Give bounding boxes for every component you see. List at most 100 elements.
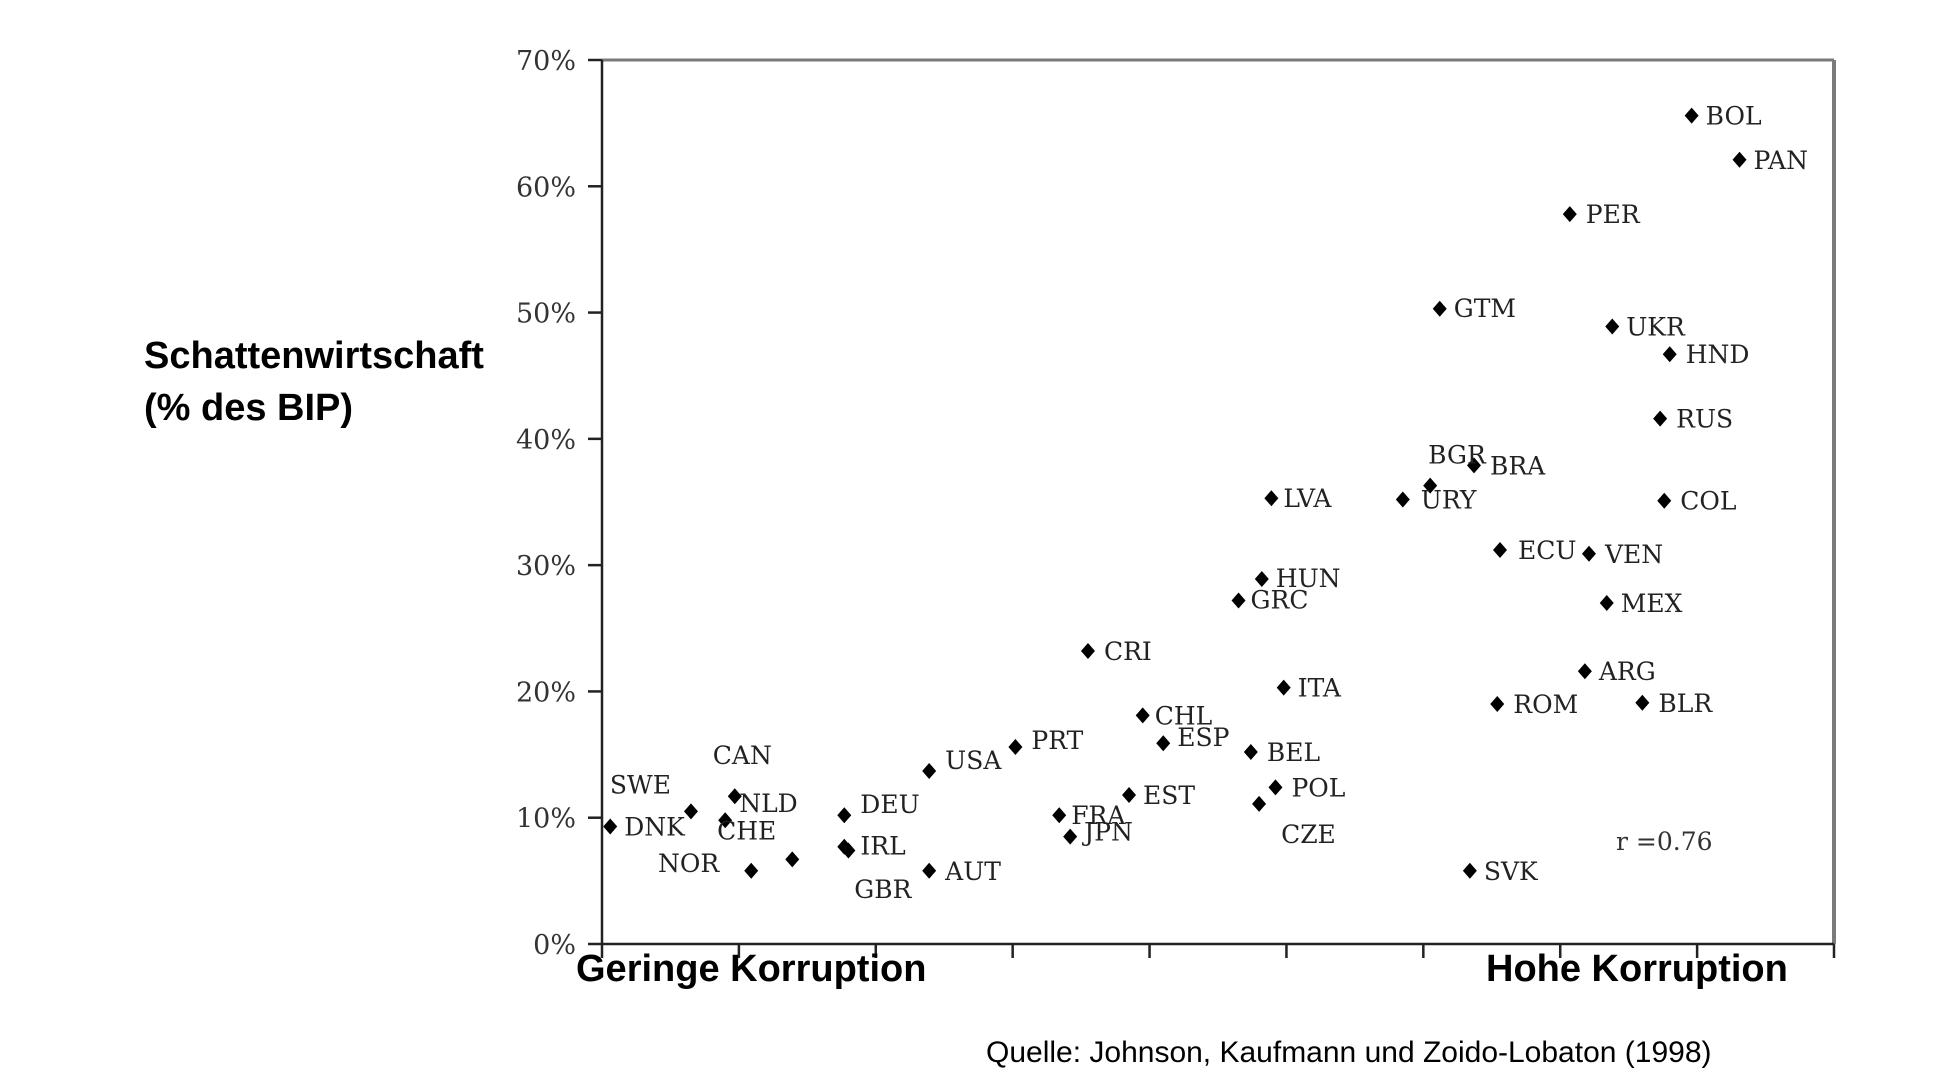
point-nor xyxy=(744,862,759,879)
point-label-usa: USA xyxy=(945,746,1002,775)
point-label-esp: ESP xyxy=(1177,723,1229,752)
point-label-gtm: GTM xyxy=(1454,294,1516,323)
plot-frame xyxy=(600,58,1836,946)
point-label-svk: SVK xyxy=(1484,857,1539,886)
point-nld xyxy=(718,812,733,829)
point-ury xyxy=(1395,491,1410,508)
point-col xyxy=(1657,492,1672,509)
point-gtm xyxy=(1432,300,1447,317)
point-ita xyxy=(1276,679,1291,696)
point-label-ven: VEN xyxy=(1604,540,1663,569)
point-label-swe: SWE xyxy=(610,770,671,799)
source-citation: Quelle: Johnson, Kaufmann und Zoido-Loba… xyxy=(986,1036,1712,1069)
y-axis-ticks: 0% 10% 20% 30% 40% 50% 60% 70% xyxy=(516,46,602,961)
point-che xyxy=(785,851,800,868)
y-tick-label: 40% xyxy=(516,425,576,456)
point-label-grc: GRC xyxy=(1251,586,1309,615)
data-points xyxy=(603,107,1747,879)
point-ecu xyxy=(1492,541,1507,558)
correlation-label: r =0.76 xyxy=(1616,827,1713,856)
point-blr xyxy=(1635,694,1650,711)
point-rus xyxy=(1653,410,1668,427)
point-label-ita: ITA xyxy=(1298,674,1342,703)
point-label-ukr: UKR xyxy=(1626,312,1686,341)
x-axis-ticks xyxy=(600,944,1836,958)
point-lva xyxy=(1264,490,1279,507)
point-gbr xyxy=(837,838,852,855)
point-chl xyxy=(1135,707,1150,724)
point-label-rus: RUS xyxy=(1676,405,1733,434)
point-swe xyxy=(683,803,698,820)
point-label-bel: BEL xyxy=(1267,738,1320,767)
point-pol xyxy=(1268,779,1283,796)
point-bgr xyxy=(1423,477,1438,494)
point-label-bgr: BGR xyxy=(1428,441,1487,470)
point-label-gbr: GBR xyxy=(854,875,912,904)
point-labels: DNK SWE CAN NLD NOR CHE DEU IRL GBR USA AUT PRT FRAJ… xyxy=(610,102,1808,904)
point-label-rom: ROM xyxy=(1513,690,1578,719)
point-label-irl: IRL xyxy=(860,832,905,861)
point-prt xyxy=(1008,738,1023,755)
point-est xyxy=(1122,786,1137,803)
point-label-bol: BOL xyxy=(1706,102,1762,131)
point-hnd xyxy=(1662,346,1677,363)
point-fra xyxy=(1052,807,1067,824)
y-tick-label: 60% xyxy=(516,172,576,203)
x-axis-label-low: Geringe Korruption xyxy=(576,948,927,990)
point-label-col: COL xyxy=(1680,487,1736,516)
point-label-hnd: HND xyxy=(1686,340,1750,369)
point-aut xyxy=(922,862,937,879)
point-label-ecu: ECU xyxy=(1518,536,1576,565)
point-grc xyxy=(1231,592,1246,609)
point-bra xyxy=(1466,457,1481,474)
point-ven xyxy=(1581,545,1596,562)
point-label-ury: URY xyxy=(1421,485,1477,514)
y-tick-label: 20% xyxy=(516,677,576,708)
point-label-prt: PRT xyxy=(1031,726,1083,755)
y-axis-label-line-2: (% des BIP) xyxy=(144,387,354,429)
point-rom xyxy=(1490,696,1505,713)
point-bol xyxy=(1684,107,1699,124)
point-usa xyxy=(922,762,937,779)
point-label-can: CAN xyxy=(713,741,772,770)
x-axis-label-high: Hohe Korruption xyxy=(1486,948,1788,990)
point-label-fra: FRA xyxy=(1071,801,1126,830)
point-svk xyxy=(1462,862,1477,879)
point-hun xyxy=(1254,571,1269,588)
point-label-mex: MEX xyxy=(1621,589,1683,618)
y-axis-label: Schattenwirtschaft (% des BIP) xyxy=(144,330,484,434)
point-label-arg: ARG xyxy=(1598,657,1656,686)
point-can xyxy=(727,788,742,805)
y-axis-label-line-1: Schattenwirtschaft xyxy=(144,335,484,377)
y-tick-label: 0% xyxy=(533,930,576,961)
point-label-che: CHE xyxy=(717,816,776,845)
y-tick-label: 10% xyxy=(516,804,576,835)
point-label-jpn: JPN xyxy=(1081,818,1133,847)
point-label-pol: POL xyxy=(1291,773,1345,802)
y-tick-label: 70% xyxy=(516,46,576,77)
y-tick-label: 30% xyxy=(516,551,576,582)
point-label-chl: CHL xyxy=(1155,701,1213,730)
point-label-lva: LVA xyxy=(1283,484,1332,513)
point-pan xyxy=(1732,151,1747,168)
point-mex xyxy=(1599,595,1614,612)
point-label-aut: AUT xyxy=(944,857,1001,886)
point-bel xyxy=(1243,744,1258,761)
point-dnk xyxy=(603,818,618,835)
y-tick-label: 50% xyxy=(516,299,576,330)
point-label-per: PER xyxy=(1586,200,1641,229)
point-label-est: EST xyxy=(1143,781,1195,810)
point-label-deu: DEU xyxy=(860,790,919,819)
point-cri xyxy=(1080,643,1095,660)
point-label-dnk: DNK xyxy=(624,813,686,842)
point-label-bra: BRA xyxy=(1490,451,1546,480)
point-label-blr: BLR xyxy=(1658,689,1713,718)
point-label-hun: HUN xyxy=(1276,564,1341,593)
point-ukr xyxy=(1605,318,1620,335)
point-cze xyxy=(1252,795,1267,812)
point-label-nor: NOR xyxy=(658,849,720,878)
point-label-pan: PAN xyxy=(1754,146,1808,175)
point-deu xyxy=(837,807,852,824)
point-label-cri: CRI xyxy=(1104,637,1152,666)
